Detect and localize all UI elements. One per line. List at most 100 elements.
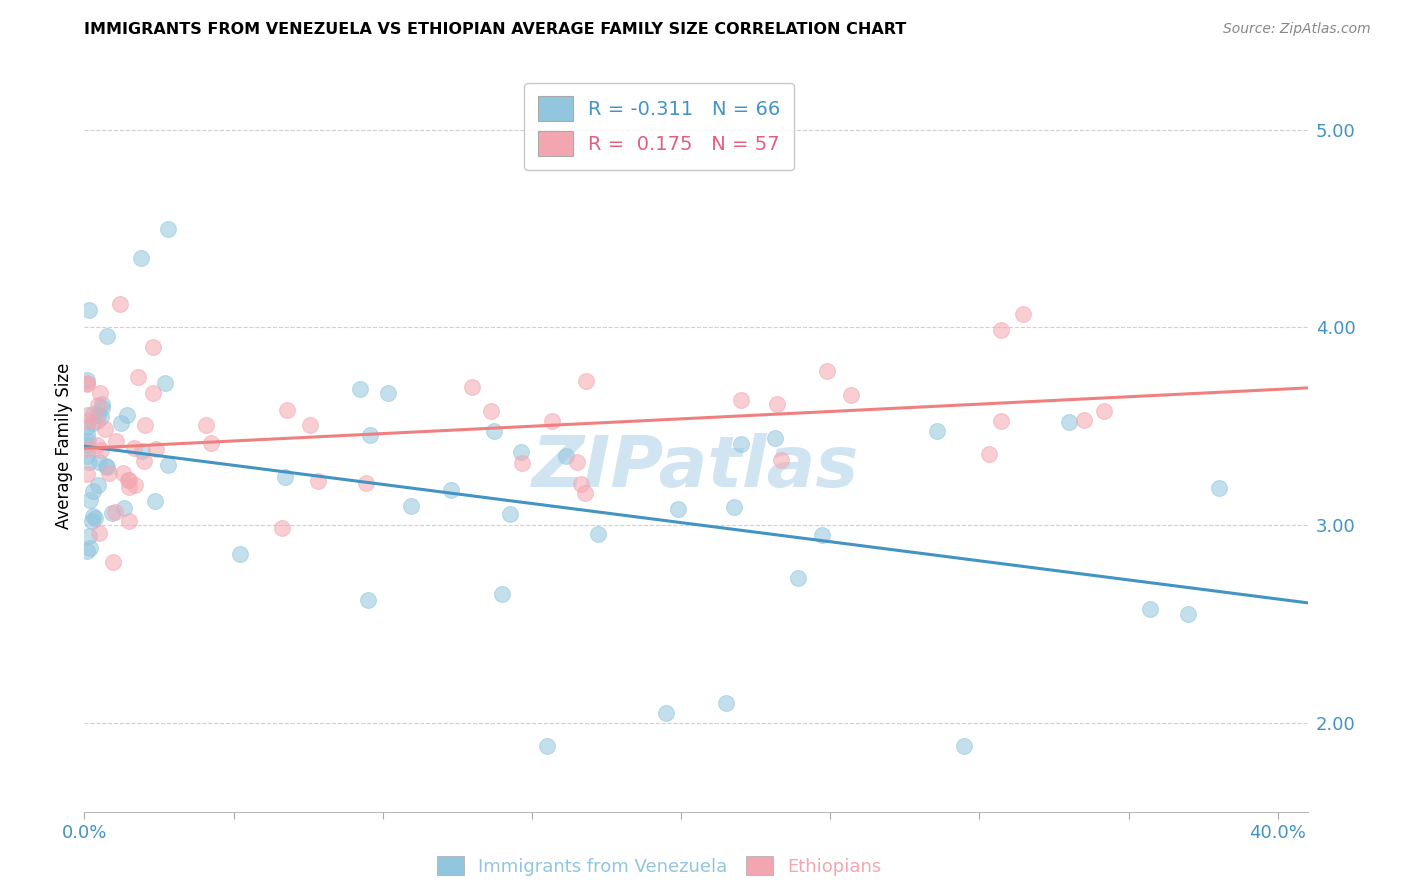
Point [359,427,381,442]
Point [565,455,588,469]
Point [108,296,131,310]
Point [298,418,321,433]
Point [143,493,166,508]
Point [76,376,98,391]
Point [730,392,752,407]
Point [666,501,689,516]
Point [479,404,502,418]
Point [91,401,114,416]
Point [112,500,135,515]
Point [1139,602,1161,616]
Point [122,441,145,455]
Point [541,414,564,428]
Point [117,473,139,487]
Point [129,251,152,265]
Point [730,437,752,451]
Point [714,696,737,710]
Point [90,397,112,411]
Point [723,500,745,514]
Point [82,407,104,421]
Point [79,492,101,507]
Point [953,739,976,754]
Point [349,382,371,396]
Point [101,506,124,520]
Point [586,526,609,541]
Point [554,450,576,464]
Point [80,514,103,528]
Point [77,302,100,317]
Point [575,375,598,389]
Text: Source: ZipAtlas.com: Source: ZipAtlas.com [1223,22,1371,37]
Point [96,459,118,474]
Point [96,329,118,343]
Point [200,436,222,450]
Point [270,521,292,535]
Point [82,416,104,430]
Point [76,373,98,387]
Point [307,475,329,489]
Point [94,422,117,436]
Point [76,376,98,391]
Point [110,416,132,430]
Point [765,397,787,411]
Point [274,469,297,483]
Point [574,486,596,500]
Legend: Immigrants from Venezuela, Ethiopians: Immigrants from Venezuela, Ethiopians [437,856,882,876]
Point [499,507,522,521]
Point [491,587,513,601]
Point [86,414,108,428]
Point [76,543,98,558]
Point [101,556,124,570]
Point [569,476,592,491]
Point [77,434,100,448]
Point [156,458,179,472]
Point [104,434,127,449]
Point [118,514,141,528]
Point [86,438,108,452]
Point [118,480,141,494]
Point [87,478,110,492]
Point [115,409,138,423]
Point [145,442,167,457]
Point [354,476,377,491]
Point [1092,403,1115,417]
Point [89,525,111,540]
Point [134,418,156,433]
Point [484,424,506,438]
Point [153,376,176,390]
Point [763,431,786,445]
Point [142,340,165,354]
Point [1208,481,1230,495]
Point [399,500,422,514]
Point [76,420,98,434]
Point [925,424,948,438]
Point [1177,607,1199,621]
Point [990,323,1012,337]
Point [89,385,111,400]
Point [76,467,98,481]
Point [536,739,558,754]
Point [82,509,104,524]
Point [841,388,863,402]
Point [377,386,399,401]
Point [90,442,112,457]
Point [124,478,146,492]
Point [655,706,678,720]
Point [79,541,101,555]
Point [510,456,533,470]
Text: IMMIGRANTS FROM VENEZUELA VS ETHIOPIAN AVERAGE FAMILY SIZE CORRELATION CHART: IMMIGRANTS FROM VENEZUELA VS ETHIOPIAN A… [84,22,907,37]
Point [77,455,100,469]
Point [156,221,179,235]
Point [118,474,141,488]
Point [787,570,810,584]
Point [142,385,165,400]
Point [769,453,792,467]
Point [132,454,155,468]
Point [90,410,112,425]
Point [86,398,108,412]
Point [510,445,533,459]
Point [461,380,484,394]
Point [977,447,1000,461]
Point [229,547,252,561]
Point [87,455,110,469]
